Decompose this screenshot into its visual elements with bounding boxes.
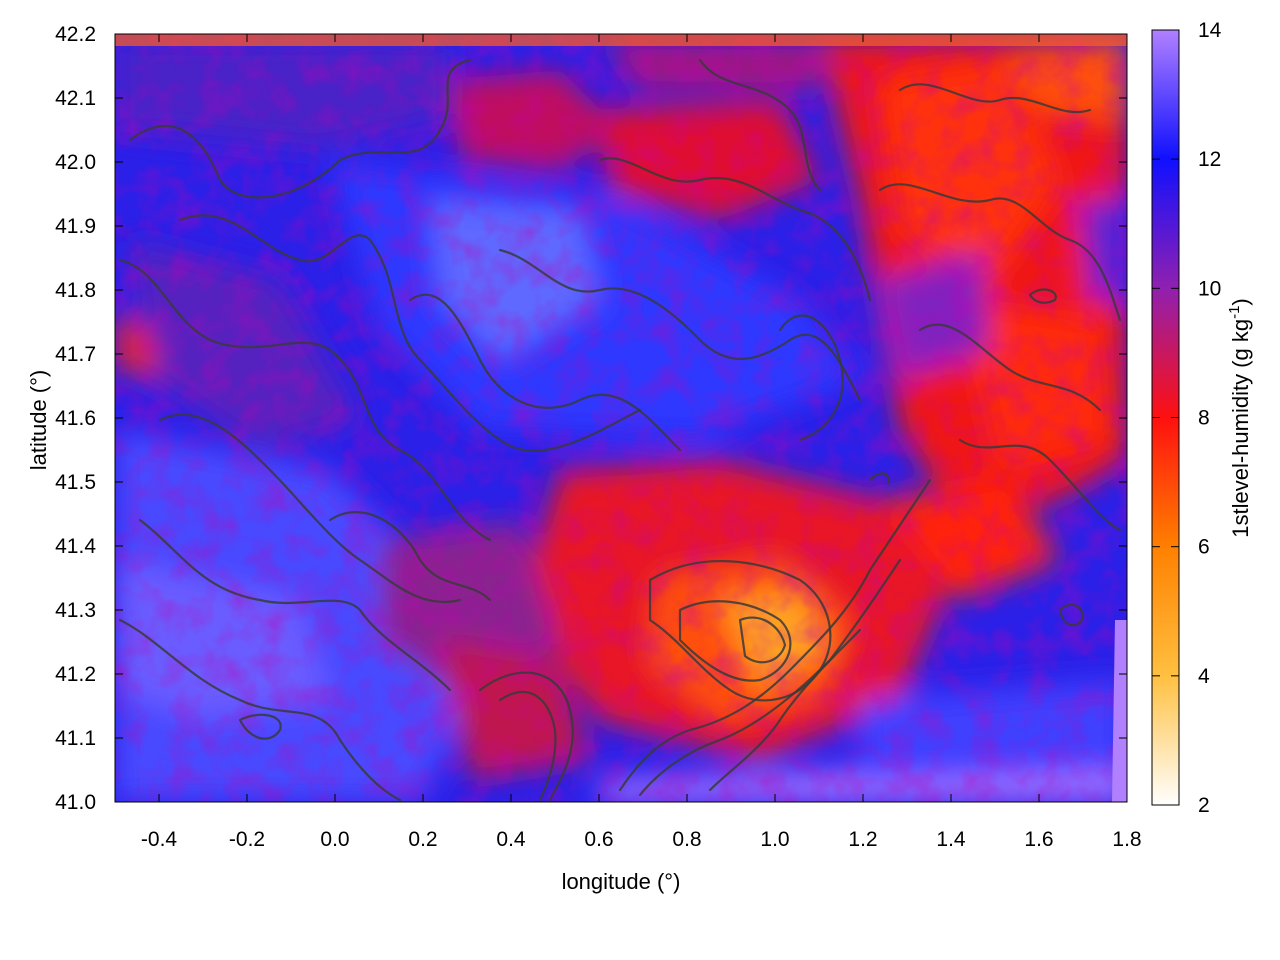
- contour-line: [158, 413, 462, 603]
- contour-line: [738, 616, 787, 664]
- contour-line: [598, 157, 872, 302]
- colorbar-tick-label: 4: [1198, 665, 1210, 688]
- contour-line: [178, 214, 642, 452]
- contour-line: [1058, 603, 1084, 627]
- y-tick-label: 41.4: [55, 535, 96, 558]
- x-axis: -0.4 -0.2 0.0 0.2 0.4 0.6 0.8 1.0 1.2 1.4 1.6 1.8: [141, 34, 1142, 851]
- y-tick-label: 41.1: [55, 727, 96, 750]
- contour-lines: [118, 58, 1122, 802]
- contour-line: [328, 511, 492, 602]
- contour-line: [898, 83, 1092, 114]
- colorbar-ticks: 2 4 6 8 10 12 14: [1152, 19, 1222, 817]
- contour-line: [618, 478, 932, 792]
- y-tick-label: 42.1: [55, 87, 96, 110]
- x-tick-label: -0.4: [141, 828, 178, 851]
- contour-line: [778, 314, 844, 442]
- y-tick-label: 41.0: [55, 791, 96, 814]
- contour-line: [958, 438, 1122, 532]
- y-axis-title: latitude (°): [26, 370, 51, 471]
- x-tick-label: -0.2: [229, 828, 265, 851]
- contour-line: [138, 518, 452, 692]
- y-tick-label: 41.7: [55, 343, 96, 366]
- contour-line: [498, 248, 862, 402]
- y-tick-label: 41.5: [55, 471, 96, 494]
- x-tick-label: 0.0: [320, 828, 349, 851]
- y-tick-label: 42.2: [55, 23, 96, 46]
- contour-line: [638, 558, 902, 797]
- y-tick-label: 41.2: [55, 663, 96, 686]
- x-tick-label: 0.4: [496, 828, 526, 851]
- contour-line: [918, 323, 1102, 412]
- x-tick-label: 1.2: [848, 828, 877, 851]
- heatmap-field: [115, 34, 1127, 802]
- colorbar-tick-label: 12: [1198, 148, 1221, 171]
- contour-line: [678, 600, 792, 682]
- x-tick-label: 1.4: [936, 828, 966, 851]
- contour-line: [478, 671, 574, 802]
- contour-line: [498, 690, 557, 802]
- colorbar-tick-label: 14: [1198, 19, 1222, 42]
- contour-line: [698, 58, 822, 192]
- y-tick-label: 42.0: [55, 151, 96, 174]
- contour-line: [118, 258, 492, 542]
- contour-line: [238, 713, 282, 740]
- x-tick-label: 1.0: [760, 828, 789, 851]
- contour-line: [708, 628, 862, 792]
- contour-line: [878, 183, 1122, 322]
- colorbar-tick-label: 8: [1198, 407, 1210, 430]
- x-tick-label: 0.6: [584, 828, 613, 851]
- x-tick-label: 0.2: [408, 828, 437, 851]
- contour-line: [1028, 288, 1057, 304]
- y-axis: 41.0 41.1 41.2 41.3 41.4 41.5 41.6 41.7 41.8 41.9…: [55, 23, 1127, 814]
- contour-line: [408, 293, 682, 452]
- colorbar-tick-label: 10: [1198, 277, 1221, 300]
- y-tick-label: 41.3: [55, 599, 96, 622]
- colorbar-tick-label: 2: [1198, 794, 1210, 817]
- x-tick-label: 1.8: [1112, 828, 1141, 851]
- colorbar-tick-label: 6: [1198, 536, 1210, 559]
- x-axis-title: longitude (°): [562, 869, 681, 894]
- y-tick-label: 41.6: [55, 407, 96, 430]
- x-tick-label: 1.6: [1024, 828, 1053, 851]
- x-tick-label: 0.8: [672, 828, 701, 851]
- y-tick-label: 41.9: [55, 215, 96, 238]
- colorbar-title: 1stlevel-humidity (g kg-1): [1226, 298, 1253, 538]
- contour-line: [128, 58, 472, 199]
- y-tick-label: 41.8: [55, 279, 96, 302]
- contour-line: [118, 618, 402, 802]
- contour-line: [868, 472, 890, 484]
- colorbar: 2 4 6 8 10 12 14 1stlevel-humidity (g kg-1): [1151, 19, 1253, 817]
